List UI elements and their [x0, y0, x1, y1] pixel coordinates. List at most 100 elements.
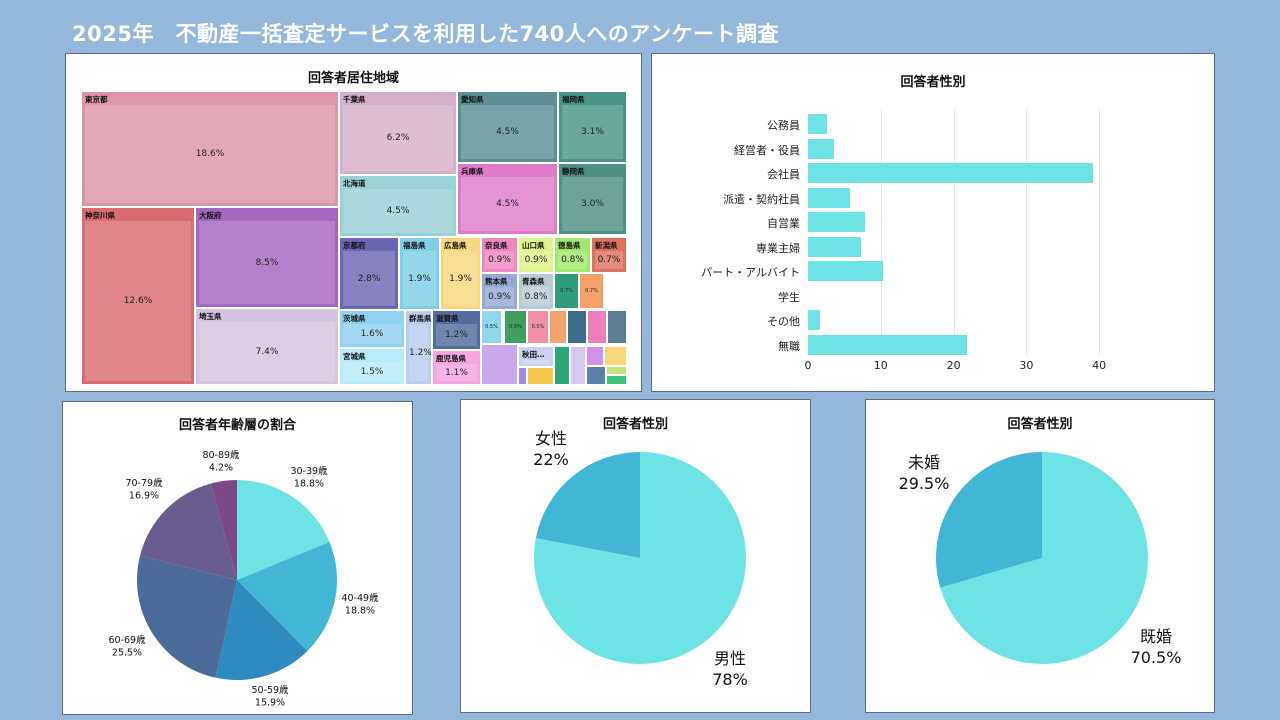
treemap-cell-small: 0.5%: [481, 310, 502, 344]
bar: [808, 310, 820, 330]
treemap-cell-value: 0.7%: [585, 288, 598, 294]
bar: [808, 261, 883, 281]
treemap-cell: 山口県 0.9%: [518, 237, 554, 273]
pie-slice: [237, 541, 337, 651]
treemap-cell: 静岡県 3.0%: [558, 163, 627, 235]
treemap-cell-name: 兵庫県: [461, 167, 484, 176]
treemap-cell-value: 0.5%: [485, 324, 498, 330]
treemap-cell-value: 0.7%: [560, 288, 573, 294]
pie-label: 60-69歳: [108, 634, 146, 646]
treemap-cell-inner: 0.8%: [522, 287, 550, 306]
treemap-cell-name: 青森県: [522, 277, 545, 286]
treemap-cell: 新潟県 0.7%: [591, 237, 627, 273]
treemap-cell-small: [587, 310, 607, 344]
treemap-cell-inner: 1.5%: [343, 362, 401, 381]
treemap-cell-inner: 0.8%: [558, 251, 587, 269]
treemap-cell: 東京都 18.6%: [81, 91, 339, 207]
treemap-cell: 徳島県 0.8%: [554, 237, 591, 273]
bar-category-label: 専業主婦: [756, 241, 800, 255]
treemap-cell-name: 熊本県: [485, 277, 508, 286]
pie-label: 男性: [714, 649, 746, 668]
treemap-cell: 北海道 4.5%: [339, 175, 457, 237]
treemap-cell-inner: 4.5%: [461, 177, 554, 231]
treemap-cell-inner: 8.5%: [199, 221, 335, 304]
treemap-cell-inner: 1.2%: [409, 324, 432, 381]
treemap-cell-value: 1.2%: [445, 330, 468, 340]
bar: [808, 212, 865, 232]
treemap-cell-inner: 1.9%: [444, 251, 477, 306]
treemap-cell-small: [527, 367, 554, 385]
pie-label: 既婚: [1140, 627, 1172, 646]
treemap-cell-name: 北海道: [343, 179, 366, 188]
treemap-cell-name: 奈良県: [485, 241, 508, 250]
pie-slice: [936, 452, 1042, 588]
treemap-cell-inner: 1.6%: [343, 324, 401, 344]
treemap-cell-name: 福島県: [403, 241, 426, 250]
treemap-cell-inner: 12.6%: [85, 221, 191, 381]
treemap-cell: 愛知県 4.5%: [457, 91, 558, 163]
treemap-panel: 回答者居住地域 東京都 18.6% 神奈川県 12.6% 大阪府 8.5% 埼玉県 7.4% 千…: [65, 53, 642, 392]
treemap-cell-inner: [522, 360, 550, 363]
bar: [808, 236, 862, 257]
treemap-cell-value: 0.8%: [524, 291, 548, 302]
treemap-cell: 兵庫県 4.5%: [457, 163, 558, 235]
treemap-cell-value: 7.4%: [255, 346, 279, 357]
treemap-cell-value: 3.1%: [581, 127, 604, 137]
gender-pie-title: 回答者性別: [602, 417, 668, 432]
treemap-cell-inner: 0.9%: [485, 287, 514, 306]
treemap-cell-value: 3.0%: [581, 199, 604, 209]
treemap-cell-name: 鹿児島県: [436, 354, 466, 363]
treemap-cell: 鹿児島県 1.1%: [432, 350, 481, 385]
bar-chart-title: 回答者性別: [900, 75, 966, 90]
treemap-cell-value: 1.6%: [360, 329, 384, 339]
treemap-cell-value: 18.6%: [195, 149, 225, 159]
treemap-cell-value: 0.5%: [531, 324, 545, 330]
grid-line: [1099, 109, 1101, 355]
pie-slice: [137, 555, 237, 678]
pie-label: 40-49歳: [341, 592, 379, 604]
treemap-cell-inner: 3.0%: [562, 177, 623, 231]
treemap-cell-inner: 0.9%: [485, 251, 514, 269]
bar-category-label: 自営業: [767, 217, 800, 230]
bar: [808, 138, 835, 159]
bar-category-label: 学生: [778, 290, 800, 304]
treemap-cell-name: 愛知県: [461, 95, 484, 104]
pie-percent-label: 16.9%: [129, 490, 159, 501]
treemap-cell-value: 4.5%: [496, 127, 519, 137]
treemap-cell-name: 広島県: [444, 241, 467, 250]
treemap-cell-small: [586, 346, 604, 366]
bar: [808, 187, 851, 208]
treemap-cell-inner: 6.2%: [343, 105, 453, 171]
treemap-cell-small: [604, 346, 627, 366]
marital-pie-chart: 既婚 70.5% 未婚 29.5%: [899, 452, 1181, 667]
grid-line: [953, 109, 955, 355]
treemap-cell-value: 1.2%: [409, 347, 432, 358]
treemap-cell-value: 1.9%: [408, 273, 431, 284]
treemap-cell-inner: 1.9%: [403, 251, 436, 306]
treemap-cell-small: [554, 346, 570, 385]
pie-percent-label: 4.2%: [209, 462, 233, 473]
pie-label: 50-59歳: [251, 684, 289, 696]
marital-pie-panel: 回答者性別 既婚 70.5% 未婚 29.5%: [865, 399, 1215, 713]
treemap-cell: 京都府 2.8%: [339, 237, 399, 310]
treemap-cell-name: 千葉県: [343, 95, 366, 104]
treemap-cell: 千葉県 6.2%: [339, 91, 457, 175]
treemap-cell-small: [567, 310, 587, 344]
treemap-cell-small: [606, 366, 627, 375]
treemap-cell-inner: 1.1%: [436, 364, 477, 381]
bar: [808, 114, 827, 134]
treemap-cell-inner: 4.5%: [343, 189, 453, 233]
bar-category-label: 公務員: [767, 119, 800, 132]
x-tick-label: 30: [1019, 359, 1034, 372]
treemap-cell-inner: 7.4%: [199, 322, 335, 381]
treemap-cell-value: 1.5%: [360, 366, 384, 377]
pie-percent-label: 22%: [533, 450, 569, 469]
pie-percent-label: 18.8%: [345, 605, 375, 616]
pie-percent-label: 18.8%: [294, 478, 324, 489]
treemap-cell: 埼玉県 7.4%: [195, 308, 339, 385]
treemap-cell: 広島県 1.9%: [440, 237, 481, 310]
treemap-cell-value: 0.9%: [488, 291, 511, 302]
treemap-cell: 群馬県 1.2%: [405, 310, 432, 385]
pie-percent-label: 78%: [712, 670, 748, 689]
treemap-cell-value: 0.5%: [509, 324, 522, 330]
